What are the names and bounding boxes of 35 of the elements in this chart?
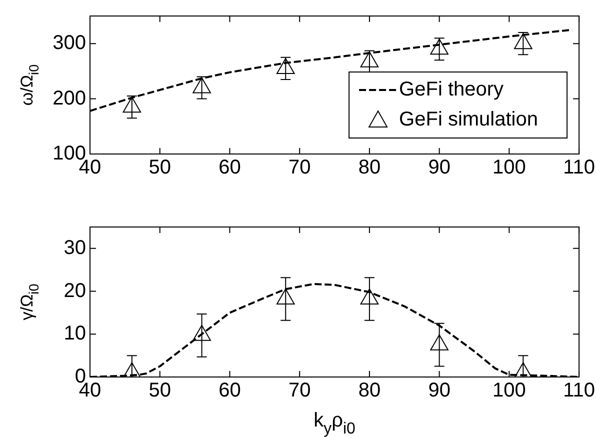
x-tick-label: 110 xyxy=(563,380,596,402)
point xyxy=(276,58,295,74)
legend-label: GeFi simulation xyxy=(399,108,538,131)
point xyxy=(360,51,379,68)
point xyxy=(514,362,532,377)
x-tick-label: 80 xyxy=(358,380,381,402)
point xyxy=(192,77,211,94)
x-tick-label: 90 xyxy=(428,156,450,179)
x-tick-label: 100 xyxy=(492,380,526,402)
point xyxy=(514,33,532,50)
x-tick-label: 60 xyxy=(218,156,241,179)
x-tick-label: 100 xyxy=(492,156,526,179)
point xyxy=(192,324,211,341)
point xyxy=(430,38,448,55)
y-tick-label: 200 xyxy=(52,87,86,110)
x-tick-label: 50 xyxy=(148,156,171,179)
y-tick-label: 20 xyxy=(64,280,86,302)
y-axis-title: γ/Ωi0 xyxy=(18,283,42,320)
legend-label: GeFi theory xyxy=(399,78,504,101)
x-tick-label: 80 xyxy=(358,156,381,179)
y-tick-label: 30 xyxy=(64,236,86,259)
y-tick-label: 10 xyxy=(64,322,86,345)
x-tick-label: 70 xyxy=(288,380,311,402)
x-tick-label: 90 xyxy=(428,380,450,402)
y-axis-title: ω/Ωi0 xyxy=(18,64,42,106)
point xyxy=(122,362,142,377)
x-tick-label: 70 xyxy=(288,156,311,179)
point xyxy=(276,288,295,304)
x-tick-label: 110 xyxy=(563,156,596,179)
point xyxy=(360,288,379,304)
x-tick-label: 50 xyxy=(148,380,171,402)
x-tick-label: 60 xyxy=(218,380,241,402)
point xyxy=(122,96,142,113)
point xyxy=(430,334,448,350)
y-tick-label: 300 xyxy=(52,32,86,54)
